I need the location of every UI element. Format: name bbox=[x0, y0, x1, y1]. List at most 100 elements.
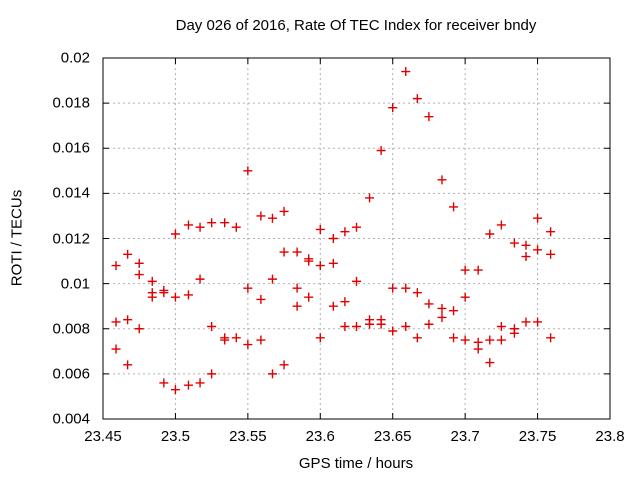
data-point-marker bbox=[315, 261, 325, 271]
x-tick-label: 23.75 bbox=[518, 428, 557, 445]
data-point-marker bbox=[340, 227, 350, 237]
data-point-marker bbox=[328, 301, 338, 311]
data-point-marker bbox=[449, 202, 459, 212]
data-point-marker bbox=[388, 283, 398, 293]
data-point-marker bbox=[485, 358, 495, 368]
data-point-marker bbox=[449, 333, 459, 343]
y-tick-label: 0.014 bbox=[52, 184, 90, 202]
data-point-marker bbox=[521, 252, 531, 262]
data-point-marker bbox=[340, 321, 350, 331]
data-point-marker bbox=[533, 213, 543, 223]
data-point-marker bbox=[195, 378, 205, 388]
data-point-marker bbox=[485, 229, 495, 239]
data-point-marker bbox=[496, 220, 506, 230]
y-tick-label: 0.01 bbox=[60, 275, 90, 293]
data-point-marker bbox=[170, 229, 180, 239]
x-tick-label: 23.5 bbox=[160, 428, 191, 445]
data-point-marker bbox=[183, 290, 193, 300]
data-point-marker bbox=[521, 240, 531, 250]
data-point-marker bbox=[352, 321, 361, 331]
data-point-marker bbox=[328, 234, 338, 243]
data-point-marker bbox=[207, 369, 217, 379]
data-point-marker bbox=[315, 333, 325, 343]
data-point-marker bbox=[147, 292, 157, 302]
data-point-marker bbox=[195, 274, 205, 284]
data-point-marker bbox=[170, 385, 180, 395]
data-point-marker bbox=[220, 218, 230, 228]
data-point-marker bbox=[134, 270, 144, 280]
data-point-marker bbox=[207, 218, 217, 228]
data-point-marker bbox=[401, 321, 411, 331]
data-point-marker bbox=[412, 333, 422, 343]
data-point-marker bbox=[496, 321, 506, 331]
x-tick-label: 23.55 bbox=[229, 428, 267, 445]
data-point-marker bbox=[220, 335, 230, 345]
data-point-marker bbox=[183, 220, 193, 230]
data-point-marker bbox=[292, 247, 302, 257]
x-tick-label: 23.6 bbox=[305, 428, 335, 445]
data-point-marker bbox=[134, 258, 144, 268]
x-tick-label: 23.65 bbox=[373, 428, 412, 445]
data-point-marker bbox=[401, 67, 411, 77]
data-point-marker bbox=[279, 206, 289, 216]
data-point-marker bbox=[424, 319, 434, 329]
data-point-marker bbox=[207, 321, 217, 331]
data-point-marker bbox=[521, 317, 531, 327]
data-point-marker bbox=[460, 265, 470, 275]
data-point-marker bbox=[412, 288, 422, 298]
data-point-marker bbox=[509, 328, 519, 338]
data-point-marker bbox=[376, 146, 386, 156]
data-point-marker bbox=[376, 319, 386, 329]
data-point-marker bbox=[256, 294, 266, 304]
data-point-marker bbox=[243, 340, 253, 350]
x-tick-label: 23.45 bbox=[84, 428, 122, 445]
data-point-marker bbox=[279, 247, 289, 257]
data-point-marker bbox=[111, 317, 121, 327]
data-point-marker bbox=[134, 324, 144, 334]
data-point-marker bbox=[401, 283, 411, 293]
data-point-marker bbox=[111, 344, 121, 354]
data-point-marker bbox=[159, 378, 169, 388]
data-point-marker bbox=[243, 283, 253, 293]
y-tick-label: 0.018 bbox=[52, 94, 90, 112]
data-point-marker bbox=[412, 94, 422, 104]
data-point-marker bbox=[159, 288, 169, 298]
data-point-marker bbox=[170, 292, 180, 302]
data-point-marker bbox=[388, 103, 398, 113]
data-point-marker bbox=[267, 213, 277, 223]
data-point-marker bbox=[365, 193, 375, 203]
data-point-marker bbox=[460, 335, 470, 345]
y-tick-label: 0.012 bbox=[52, 230, 90, 247]
x-tick-label: 23.8 bbox=[595, 428, 625, 445]
data-point-marker bbox=[388, 326, 398, 336]
data-point-marker bbox=[485, 335, 495, 345]
data-point-marker bbox=[533, 317, 543, 327]
data-point-marker bbox=[123, 360, 133, 370]
data-point-marker bbox=[473, 265, 483, 275]
data-point-marker bbox=[449, 306, 459, 316]
data-point-marker bbox=[340, 297, 350, 307]
data-point-marker bbox=[437, 312, 447, 322]
data-point-marker bbox=[546, 227, 556, 237]
y-tick-label: 0.006 bbox=[52, 365, 90, 383]
data-point-marker bbox=[231, 333, 241, 343]
y-tick-label: 0.008 bbox=[52, 320, 90, 338]
data-point-marker bbox=[111, 261, 121, 271]
data-point-marker bbox=[352, 276, 361, 286]
data-point-marker bbox=[473, 344, 483, 354]
data-point-marker bbox=[546, 249, 556, 259]
data-point-marker bbox=[267, 369, 277, 379]
data-point-marker bbox=[183, 380, 193, 390]
data-point-marker bbox=[328, 258, 338, 268]
data-point-marker bbox=[509, 238, 519, 248]
data-point-marker bbox=[315, 224, 325, 234]
x-axis-label: GPS time / hours bbox=[298, 455, 414, 472]
data-point-marker bbox=[496, 335, 506, 345]
chart-title: Day 026 of 2016, Rate Of TEC Index for r… bbox=[175, 17, 537, 34]
data-point-marker bbox=[533, 245, 543, 255]
data-point-marker bbox=[243, 166, 253, 176]
data-point-marker bbox=[424, 112, 434, 122]
data-point-marker bbox=[123, 315, 133, 325]
